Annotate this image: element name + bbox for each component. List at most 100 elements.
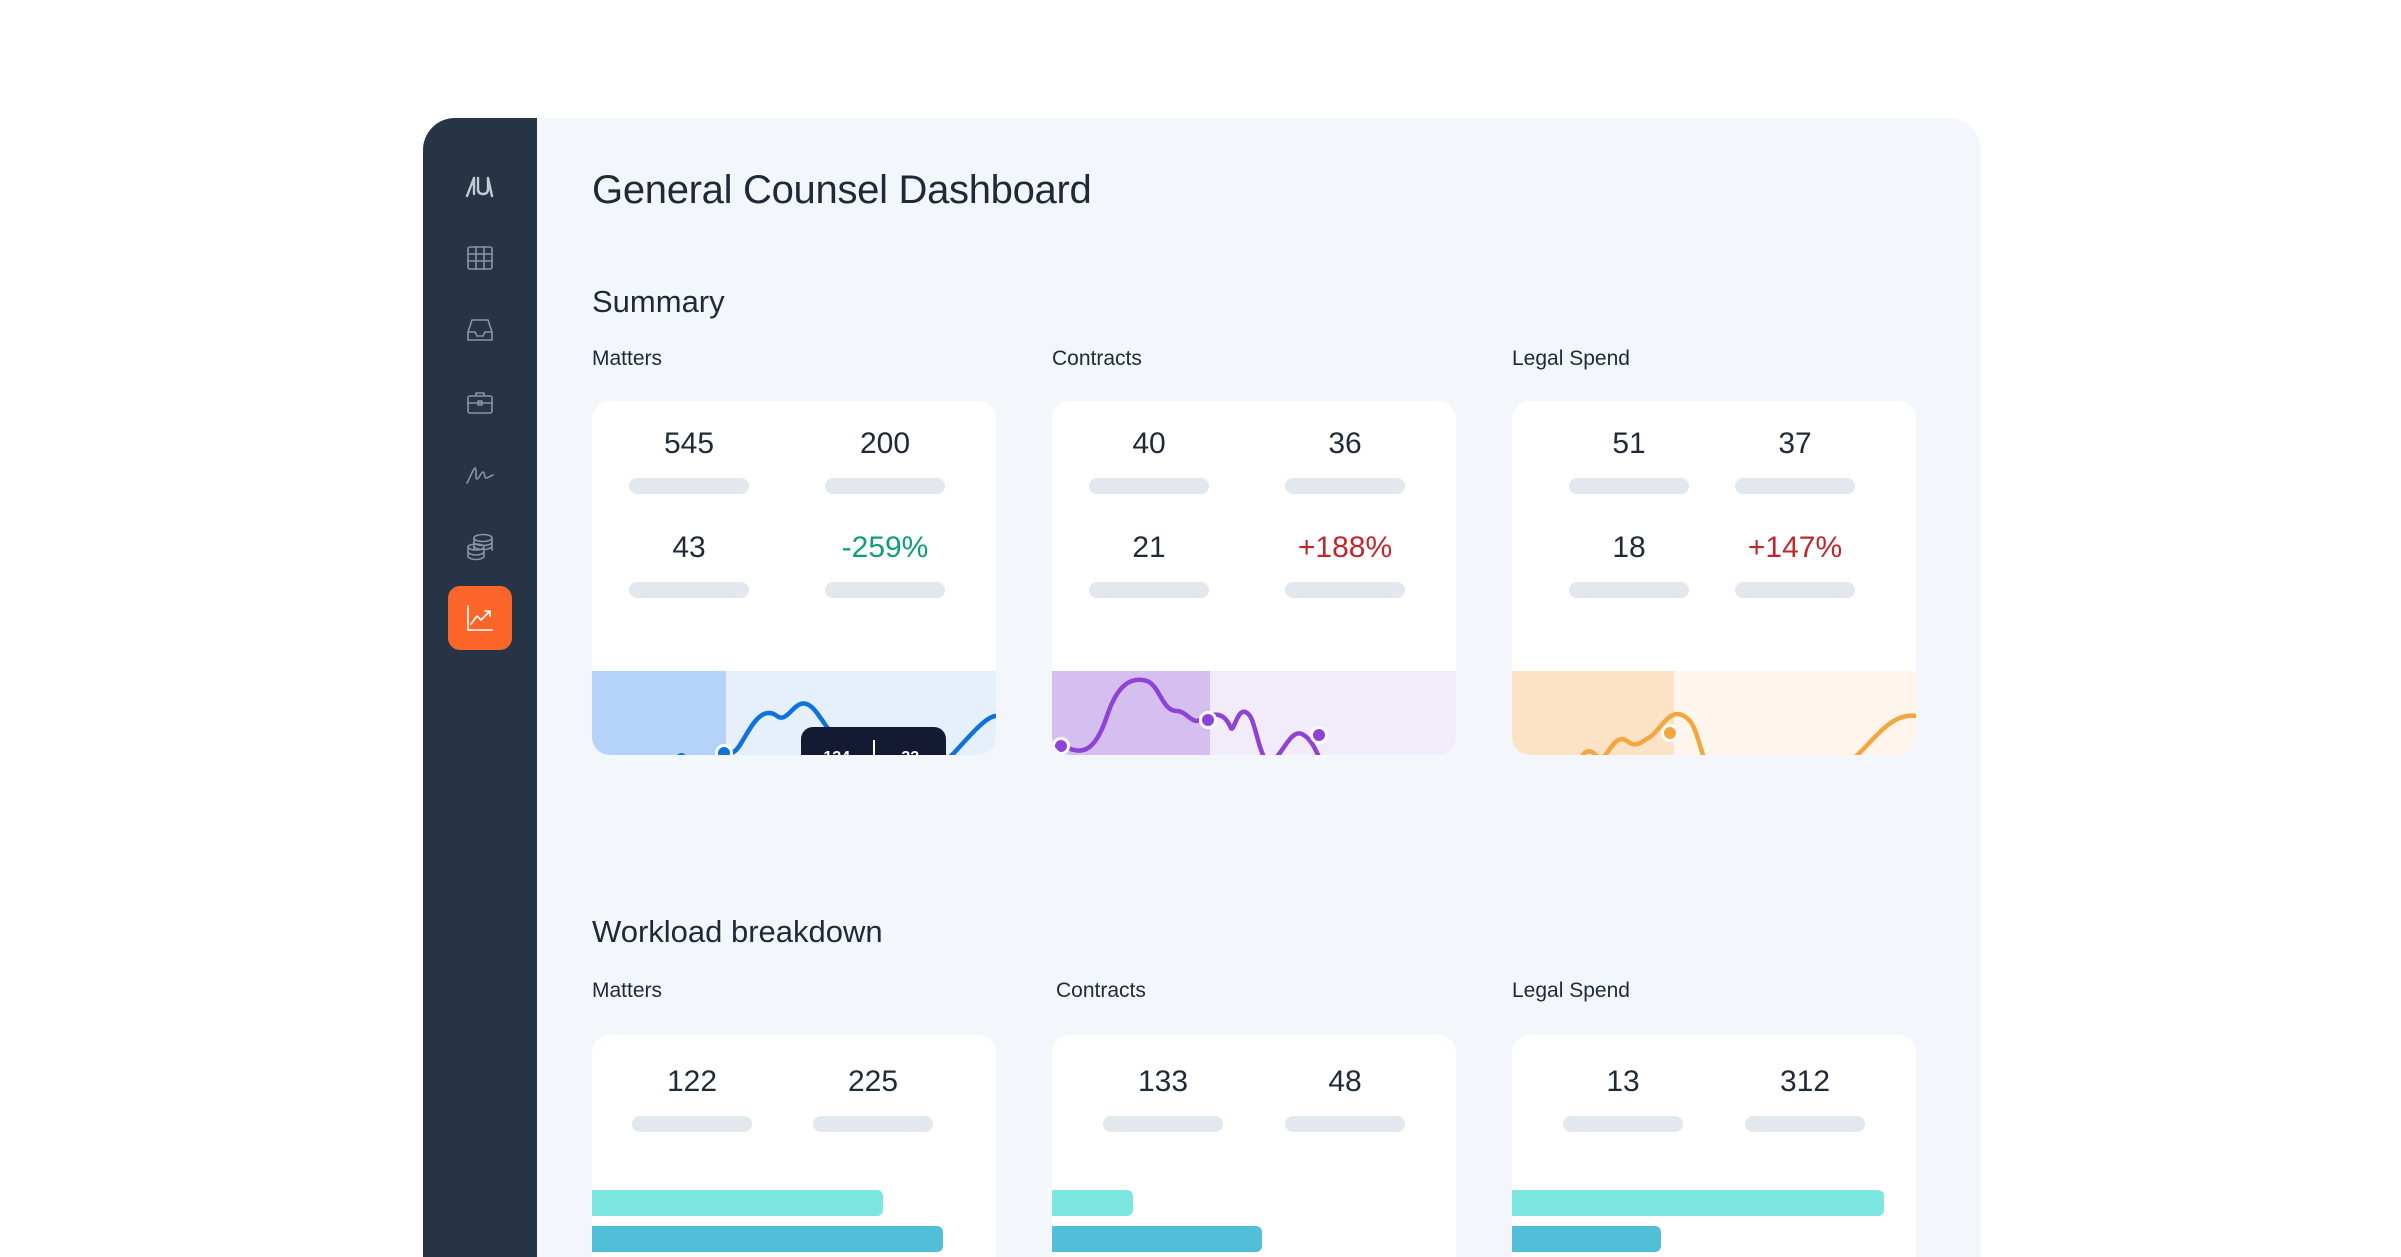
stat-open: 36 xyxy=(1285,426,1405,494)
stat-change-value: +147% xyxy=(1747,531,1843,564)
stat-placeholder-bar xyxy=(1563,1116,1683,1132)
stat-placeholder-bar xyxy=(1089,582,1209,598)
tooltip-separator xyxy=(872,740,875,755)
stat-new: 18 xyxy=(1569,530,1689,598)
stat-change: -259% xyxy=(825,530,945,598)
stat-value: 21 xyxy=(1132,531,1166,564)
stat-value: 200 xyxy=(859,427,911,460)
main-content: General Counsel Dashboard Summary Matter… xyxy=(537,118,1981,1257)
summary-contracts-label: Contracts xyxy=(1052,347,1142,370)
chart-highlight-band xyxy=(592,671,726,755)
trend-point xyxy=(715,744,733,755)
signature-icon[interactable] xyxy=(448,442,512,506)
page-title: General Counsel Dashboard xyxy=(592,168,1092,212)
stat-placeholder-bar xyxy=(632,1116,752,1132)
stat-placeholder-bar xyxy=(629,478,749,494)
stat-value: 40 xyxy=(1132,427,1166,460)
stat-new: 43 xyxy=(629,530,749,598)
inbox-tray-icon[interactable] xyxy=(448,298,512,362)
workload-bar[interactable] xyxy=(1512,1226,1661,1252)
sidebar xyxy=(423,118,537,1257)
app-window: General Counsel Dashboard Summary Matter… xyxy=(423,118,1981,1257)
trend-point xyxy=(1310,726,1328,744)
stat-placeholder-bar xyxy=(1735,478,1855,494)
workload-legal-spend-label: Legal Spend xyxy=(1512,979,1630,1002)
tooltip-value-b: 32 xyxy=(875,749,947,755)
briefcase-icon[interactable] xyxy=(448,370,512,434)
stat-assigned: 122 xyxy=(632,1064,752,1132)
coin-stack-icon[interactable] xyxy=(448,514,512,578)
stat-placeholder-bar xyxy=(629,582,749,598)
summary-legal-spend-card[interactable]: 51 37 18 +147% xyxy=(1512,401,1916,755)
stat-placeholder-bar xyxy=(1285,478,1405,494)
stat-change-value: +188% xyxy=(1297,531,1393,564)
workload-bar[interactable] xyxy=(1052,1190,1133,1216)
stat-capacity: 312 xyxy=(1745,1064,1865,1132)
workload-bar[interactable] xyxy=(592,1226,943,1252)
stat-placeholder-bar xyxy=(1735,582,1855,598)
workload-title: Workload breakdown xyxy=(592,914,883,949)
stat-value: 133 xyxy=(1137,1065,1189,1098)
stat-placeholder-bar xyxy=(813,1116,933,1132)
summary-title: Summary xyxy=(592,284,725,319)
summary-legal-spend-label: Legal Spend xyxy=(1512,347,1630,370)
stat-total: 40 xyxy=(1089,426,1209,494)
trend-point xyxy=(1199,711,1217,729)
stat-assigned: 13 xyxy=(1563,1064,1683,1132)
stat-change: +188% xyxy=(1285,530,1405,598)
stat-capacity: 225 xyxy=(813,1064,933,1132)
stat-assigned: 133 xyxy=(1103,1064,1223,1132)
stat-placeholder-bar xyxy=(825,582,945,598)
stat-value: 312 xyxy=(1779,1065,1831,1098)
stat-value: 13 xyxy=(1606,1065,1640,1098)
workload-legal-spend-card[interactable]: 13 312 xyxy=(1512,1035,1916,1257)
stat-total: 545 xyxy=(629,426,749,494)
chart-highlight-band xyxy=(1512,671,1674,755)
workload-bar[interactable] xyxy=(1052,1226,1262,1252)
stat-open: 200 xyxy=(825,426,945,494)
chart-tooltip: 124 32 xyxy=(801,727,946,755)
summary-contracts-card[interactable]: 40 36 21 +188% xyxy=(1052,401,1456,755)
stat-open: 37 xyxy=(1735,426,1855,494)
stat-new: 21 xyxy=(1089,530,1209,598)
tooltip-value-a: 124 xyxy=(801,749,873,755)
legal-spend-trend-chart[interactable] xyxy=(1512,671,1916,755)
stat-value: 51 xyxy=(1612,427,1646,460)
trend-line xyxy=(1580,711,1916,755)
stat-placeholder-bar xyxy=(1089,478,1209,494)
stat-value: 225 xyxy=(847,1065,899,1098)
workload-bar[interactable] xyxy=(592,1190,883,1216)
stat-value: 36 xyxy=(1328,427,1362,460)
trend-chart-icon[interactable] xyxy=(448,586,512,650)
stat-placeholder-bar xyxy=(825,478,945,494)
trend-point xyxy=(1052,737,1070,755)
stat-total: 51 xyxy=(1569,426,1689,494)
stat-change: +147% xyxy=(1735,530,1855,598)
summary-matters-card[interactable]: 545 200 43 -259% 124 32 xyxy=(592,401,996,755)
stat-value: 48 xyxy=(1328,1065,1362,1098)
stat-capacity: 48 xyxy=(1285,1064,1405,1132)
workload-contracts-card[interactable]: 133 48 xyxy=(1052,1035,1456,1257)
stat-value: 37 xyxy=(1778,427,1812,460)
stat-value: 545 xyxy=(663,427,715,460)
stat-placeholder-bar xyxy=(1103,1116,1223,1132)
stat-change-value: -259% xyxy=(841,531,929,564)
workload-bar[interactable] xyxy=(1512,1190,1884,1216)
stat-placeholder-bar xyxy=(1569,478,1689,494)
contracts-trend-chart[interactable] xyxy=(1052,671,1456,755)
workload-matters-card[interactable]: 122 225 xyxy=(592,1035,996,1257)
stat-placeholder-bar xyxy=(1745,1116,1865,1132)
matters-trend-chart[interactable]: 124 32 xyxy=(592,671,996,755)
workload-matters-label: Matters xyxy=(592,979,663,1002)
stat-value: 18 xyxy=(1612,531,1646,564)
stat-value: 43 xyxy=(672,531,706,564)
summary-matters-label: Matters xyxy=(592,347,663,370)
trend-point xyxy=(1661,724,1679,742)
stat-placeholder-bar xyxy=(1285,1116,1405,1132)
table-grid-icon[interactable] xyxy=(448,226,512,290)
logo-icon[interactable] xyxy=(448,154,512,218)
stat-value: 122 xyxy=(666,1065,718,1098)
stat-placeholder-bar xyxy=(1285,582,1405,598)
trend-line xyxy=(1058,677,1321,755)
stat-placeholder-bar xyxy=(1569,582,1689,598)
